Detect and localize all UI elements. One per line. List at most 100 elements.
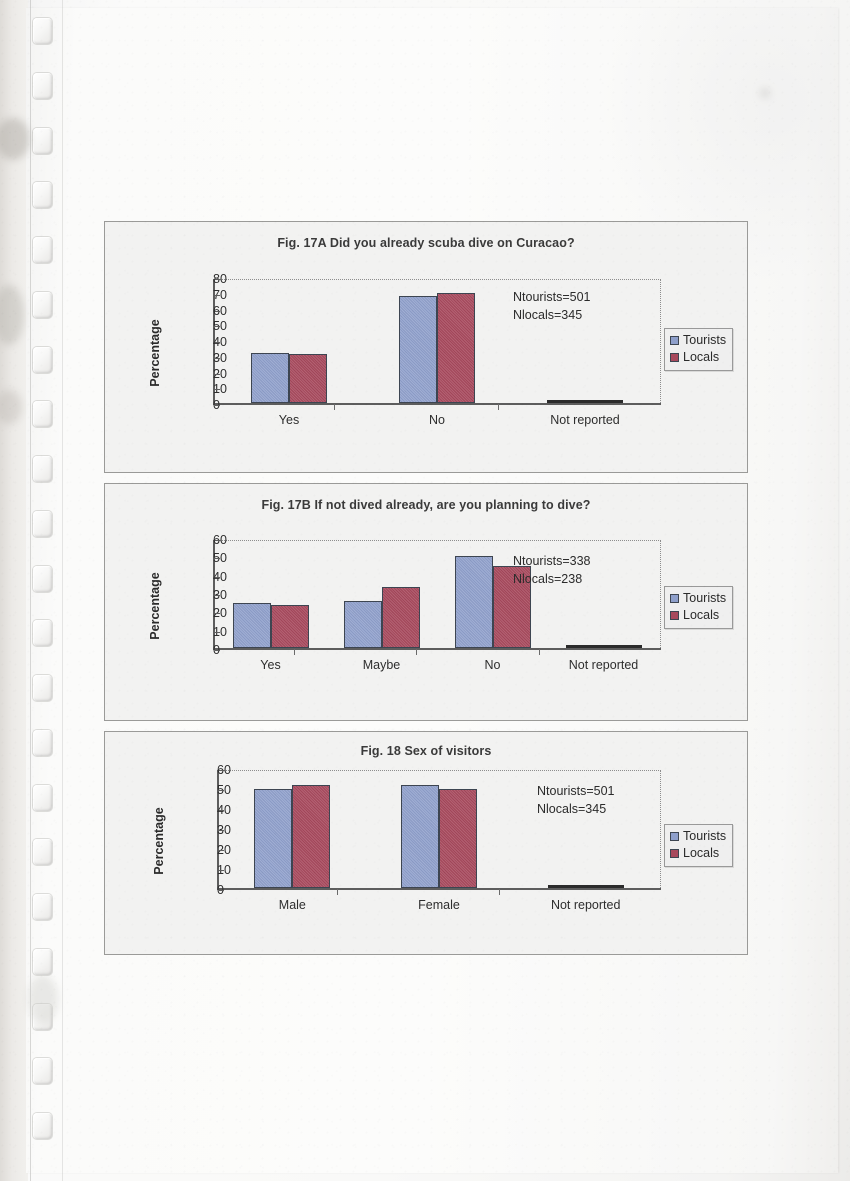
scan-smudge: [0, 390, 22, 424]
bar-groups: [219, 770, 659, 888]
chart-panel-fig-17a: Fig. 17A Did you already scuba dive on C…: [104, 221, 748, 473]
legend-swatch-icon-locals: [670, 353, 679, 362]
binding-hole: [33, 182, 52, 209]
x-axis-category-label: Not reported: [550, 413, 620, 427]
binding-hole: [33, 839, 52, 866]
legend-swatch-icon-tourists: [670, 594, 679, 603]
legend-label-tourists: Tourists: [683, 591, 727, 605]
x-axis-category-label: Yes: [260, 658, 281, 672]
binding-hole-column: [33, 18, 55, 1168]
y-axis-tick-label: 0: [217, 883, 224, 897]
legend-fig-18: Tourists Locals: [664, 824, 734, 867]
bar-group: [326, 540, 437, 648]
x-axis-tick: [538, 649, 540, 655]
bar-locals: [439, 788, 477, 888]
legend-item-tourists: Tourists: [670, 332, 726, 349]
x-axis-tick: [293, 649, 295, 655]
bar-tourists: [251, 352, 289, 403]
x-axis-labels: Yes Maybe No Not reported: [215, 658, 659, 672]
bar-group: [219, 770, 366, 888]
sample-size-note-fig-17a: Ntourists=501 Nlocals=345: [513, 288, 590, 324]
legend-fig-17a: Tourists Locals: [664, 328, 734, 371]
x-axis-line: [213, 403, 661, 405]
note-nlocals: Nlocals=345: [537, 802, 607, 817]
bar-group: [511, 279, 659, 403]
legend-item-locals: Locals: [670, 349, 726, 366]
binding-hole: [33, 894, 52, 921]
bar-group: [548, 540, 659, 648]
scan-gutter: [0, 0, 28, 1181]
binding-hole: [33, 346, 52, 373]
bar-tourists: [565, 645, 604, 648]
scan-smudge: [0, 285, 24, 345]
legend-label-tourists: Tourists: [683, 829, 727, 843]
paper-edge-line-left: [30, 0, 31, 1181]
plot-frame: [217, 770, 661, 890]
binding-hole: [33, 1003, 52, 1030]
bar-locals: [381, 586, 420, 648]
bar-groups: [215, 279, 659, 403]
legend-item-locals: Locals: [670, 607, 726, 624]
y-axis-tick-label: 0: [213, 398, 220, 412]
bar-locals: [585, 885, 624, 888]
bar-tourists: [547, 400, 585, 403]
bar-locals: [289, 353, 327, 403]
bar-tourists: [401, 785, 439, 888]
binding-hole: [33, 1058, 52, 1085]
bar-locals: [492, 565, 531, 648]
binding-hole: [33, 401, 52, 428]
y-axis-title: Percentage: [148, 572, 162, 640]
legend-fig-17b: Tourists Locals: [664, 586, 734, 629]
plot-frame: [213, 540, 661, 650]
bar-group: [215, 540, 326, 648]
note-ntourists: Ntourists=338: [513, 554, 591, 568]
binding-hole: [33, 127, 52, 154]
legend-swatch-icon-tourists: [670, 832, 679, 841]
binding-hole: [33, 620, 52, 647]
bar-groups: [215, 540, 659, 648]
note-nlocals: Nlocals=345: [513, 308, 583, 323]
plot-area-fig-18: Percentage 60 50 40 30 20 10 0 Male Female Not r…: [152, 763, 661, 912]
x-axis-category-label: Not reported: [550, 898, 621, 912]
binding-hole: [33, 729, 52, 756]
bar-group: [363, 279, 511, 403]
x-axis-category-label: Not reported: [568, 658, 639, 672]
note-ntourists: Ntourists=501: [513, 290, 591, 304]
chart-title: Fig. 18 Sex of visitors: [360, 744, 492, 758]
plot-area-fig-17a: Percentage 80 70 60 50 40 30 20 10 0 Yes No Not re…: [148, 272, 661, 427]
bar-tourists: [454, 556, 493, 648]
legend-swatch-icon-tourists: [670, 336, 679, 345]
binding-hole: [33, 456, 52, 483]
binding-hole: [33, 72, 52, 99]
note-ntourists: Ntourists=501: [537, 784, 615, 798]
legend-item-tourists: Tourists: [670, 828, 726, 845]
x-axis-labels: Yes No Not reported: [215, 413, 659, 427]
legend-label-locals: Locals: [683, 350, 720, 364]
legend-item-tourists: Tourists: [670, 590, 726, 607]
x-axis-tick: [416, 649, 417, 655]
bar-locals: [292, 785, 331, 888]
scan-smudge: [0, 118, 30, 160]
chart-panel-fig-18: Fig. 18 Sex of visitors Percentage 60 50 4…: [104, 731, 748, 955]
x-axis-line: [217, 888, 661, 890]
binding-hole: [33, 291, 52, 318]
note-nlocals: Nlocals=238: [513, 572, 583, 587]
bar-group: [366, 770, 513, 888]
bar-locals: [585, 400, 623, 403]
bar-locals: [603, 645, 642, 648]
x-axis-labels: Male Female Not reported: [219, 898, 659, 912]
binding-hole: [33, 948, 52, 975]
bar-group: [512, 770, 659, 888]
binding-hole: [33, 784, 52, 811]
plot-area-fig-17b: Percentage 60 50 40 30 20 10 0 Yes Maybe No Not r…: [148, 533, 661, 672]
x-axis-category-label: Male: [278, 898, 306, 912]
x-axis-line: [213, 648, 661, 650]
legend-swatch-icon-locals: [670, 849, 679, 858]
x-axis-tick: [497, 404, 499, 410]
sample-size-note-fig-17b: Ntourists=338 Nlocals=238: [513, 552, 590, 588]
bar-tourists: [547, 885, 586, 888]
chart-panel-fig-17b: Fig. 17B If not dived already, are you p…: [104, 483, 748, 721]
x-axis-category-label: No: [429, 413, 445, 427]
legend-label-locals: Locals: [683, 846, 720, 860]
